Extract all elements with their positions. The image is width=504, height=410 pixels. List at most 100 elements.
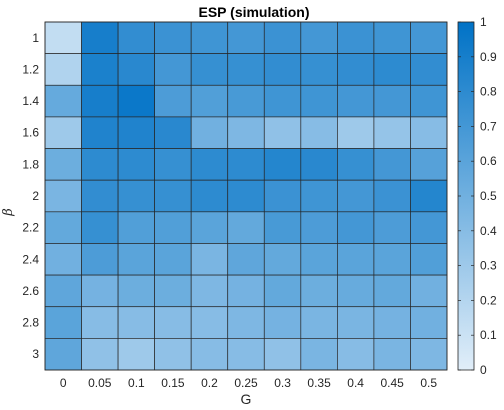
heatmap-cell xyxy=(44,84,82,118)
heatmap-cell xyxy=(190,274,229,308)
heatmap-cell xyxy=(300,116,338,149)
heatmap-cell xyxy=(117,21,155,54)
heatmap-cell xyxy=(300,21,338,54)
heatmap-cell xyxy=(190,53,229,86)
heatmap-cell xyxy=(117,306,155,339)
heatmap-cell xyxy=(227,306,265,339)
y-tick-label: 3 xyxy=(32,347,39,361)
heatmap-cell xyxy=(44,53,82,86)
heatmap-cell xyxy=(263,211,302,244)
heatmap-cell xyxy=(263,84,302,118)
heatmap-cell xyxy=(373,21,411,54)
x-tick-label: 0.05 xyxy=(88,376,112,390)
colorbar-tick-label: 0.1 xyxy=(480,328,497,342)
heatmap-cell xyxy=(44,21,82,54)
heatmap-cell xyxy=(44,211,82,244)
heatmap-cell xyxy=(44,338,82,371)
heatmap-cell xyxy=(81,274,119,308)
colorbar-tick-label: 0.3 xyxy=(480,259,497,273)
heatmap-cell xyxy=(81,84,119,118)
heatmap-cell xyxy=(117,116,155,149)
y-tick-label: 1.4 xyxy=(22,94,39,108)
y-tick-label: 1.2 xyxy=(22,62,39,76)
heatmap-cell xyxy=(190,148,229,181)
heatmap-cell xyxy=(81,116,119,149)
heatmap-cell xyxy=(117,211,155,244)
heatmap-cell xyxy=(117,243,155,276)
heatmap-cell xyxy=(81,148,119,181)
heatmap-cell xyxy=(190,84,229,118)
heatmap-cell xyxy=(154,148,192,181)
heatmap-cell xyxy=(154,338,192,371)
heatmap-cell xyxy=(410,306,448,339)
heatmap-cell xyxy=(154,53,192,86)
colorbar-tick-labels: 0 0.1 0.2 0.3 0.4 0.5 0.6 0.7 0.8 0.9 1 xyxy=(458,15,497,377)
y-tick-label: 2.4 xyxy=(22,252,39,266)
heatmap-cell xyxy=(44,116,82,149)
heatmap-cell xyxy=(81,179,119,213)
colorbar-tick-label: 0.2 xyxy=(480,293,497,307)
heatmap-cell xyxy=(263,116,302,149)
heatmap-cell xyxy=(300,53,338,86)
x-tick-label: 0.25 xyxy=(234,376,258,390)
heatmap-cell xyxy=(227,21,265,54)
heatmap-cell xyxy=(300,243,338,276)
heatmap-cell xyxy=(263,179,302,213)
heatmap-cell xyxy=(190,21,229,54)
heatmap-cell xyxy=(337,243,375,276)
colorbar-tick-label: 0.5 xyxy=(480,189,497,203)
heatmap-cell xyxy=(300,211,338,244)
heatmap-cell xyxy=(373,243,411,276)
heatmap-cell xyxy=(190,306,229,339)
heatmap-cell xyxy=(263,21,302,54)
heatmap-cell xyxy=(154,179,192,213)
heatmap-cell xyxy=(81,243,119,276)
heatmap-cell xyxy=(410,179,448,213)
heatmap-cell xyxy=(410,53,448,86)
heatmap-cell xyxy=(154,116,192,149)
heatmap-cell xyxy=(410,84,448,118)
colorbar-tick-label: 0.7 xyxy=(480,119,497,133)
heatmap-cell xyxy=(410,116,448,149)
heatmap-cell xyxy=(373,148,411,181)
heatmap-cell xyxy=(337,274,375,308)
heatmap-cell xyxy=(373,84,411,118)
heatmap-cell xyxy=(117,84,155,118)
colorbar-tick-label: 0.4 xyxy=(480,224,497,238)
heatmap-cell xyxy=(373,53,411,86)
x-axis-label: G xyxy=(241,391,252,407)
heatmap-cell xyxy=(227,116,265,149)
heatmap-cell xyxy=(337,84,375,118)
colorbar-tick-label: 0.9 xyxy=(480,50,497,64)
x-tick-label: 0.5 xyxy=(420,376,437,390)
heatmap-cell xyxy=(154,211,192,244)
heatmap-cell xyxy=(373,179,411,213)
heatmap-cell xyxy=(300,274,338,308)
heatmap-cell xyxy=(227,243,265,276)
heatmap-cell xyxy=(373,306,411,339)
x-tick-label: 0.45 xyxy=(381,376,405,390)
heatmap-cell xyxy=(227,148,265,181)
heatmap-cell xyxy=(337,148,375,181)
y-tick-label: 1 xyxy=(32,31,39,45)
heatmap-cell xyxy=(44,243,82,276)
heatmap-cell xyxy=(117,179,155,213)
x-tick-label: 0.1 xyxy=(128,376,145,390)
heatmap-cell xyxy=(227,179,265,213)
heatmap-cell xyxy=(300,306,338,339)
heatmap-cell xyxy=(117,274,155,308)
y-tick-label: 2.2 xyxy=(22,221,39,235)
colorbar-tick-label: 0.6 xyxy=(480,154,497,168)
heatmap-cell xyxy=(410,338,448,371)
heatmap-cell xyxy=(44,306,82,339)
heatmap-cell xyxy=(190,179,229,213)
heatmap-cell xyxy=(300,179,338,213)
heatmap-cell xyxy=(154,84,192,118)
heatmap-cell xyxy=(373,211,411,244)
heatmap-cell xyxy=(410,21,448,54)
colorbar-tick-label: 0.8 xyxy=(480,85,497,99)
y-axis-label: β xyxy=(1,208,16,217)
y-tick-label: 2.6 xyxy=(22,284,39,298)
y-tick-label: 2 xyxy=(32,189,39,203)
